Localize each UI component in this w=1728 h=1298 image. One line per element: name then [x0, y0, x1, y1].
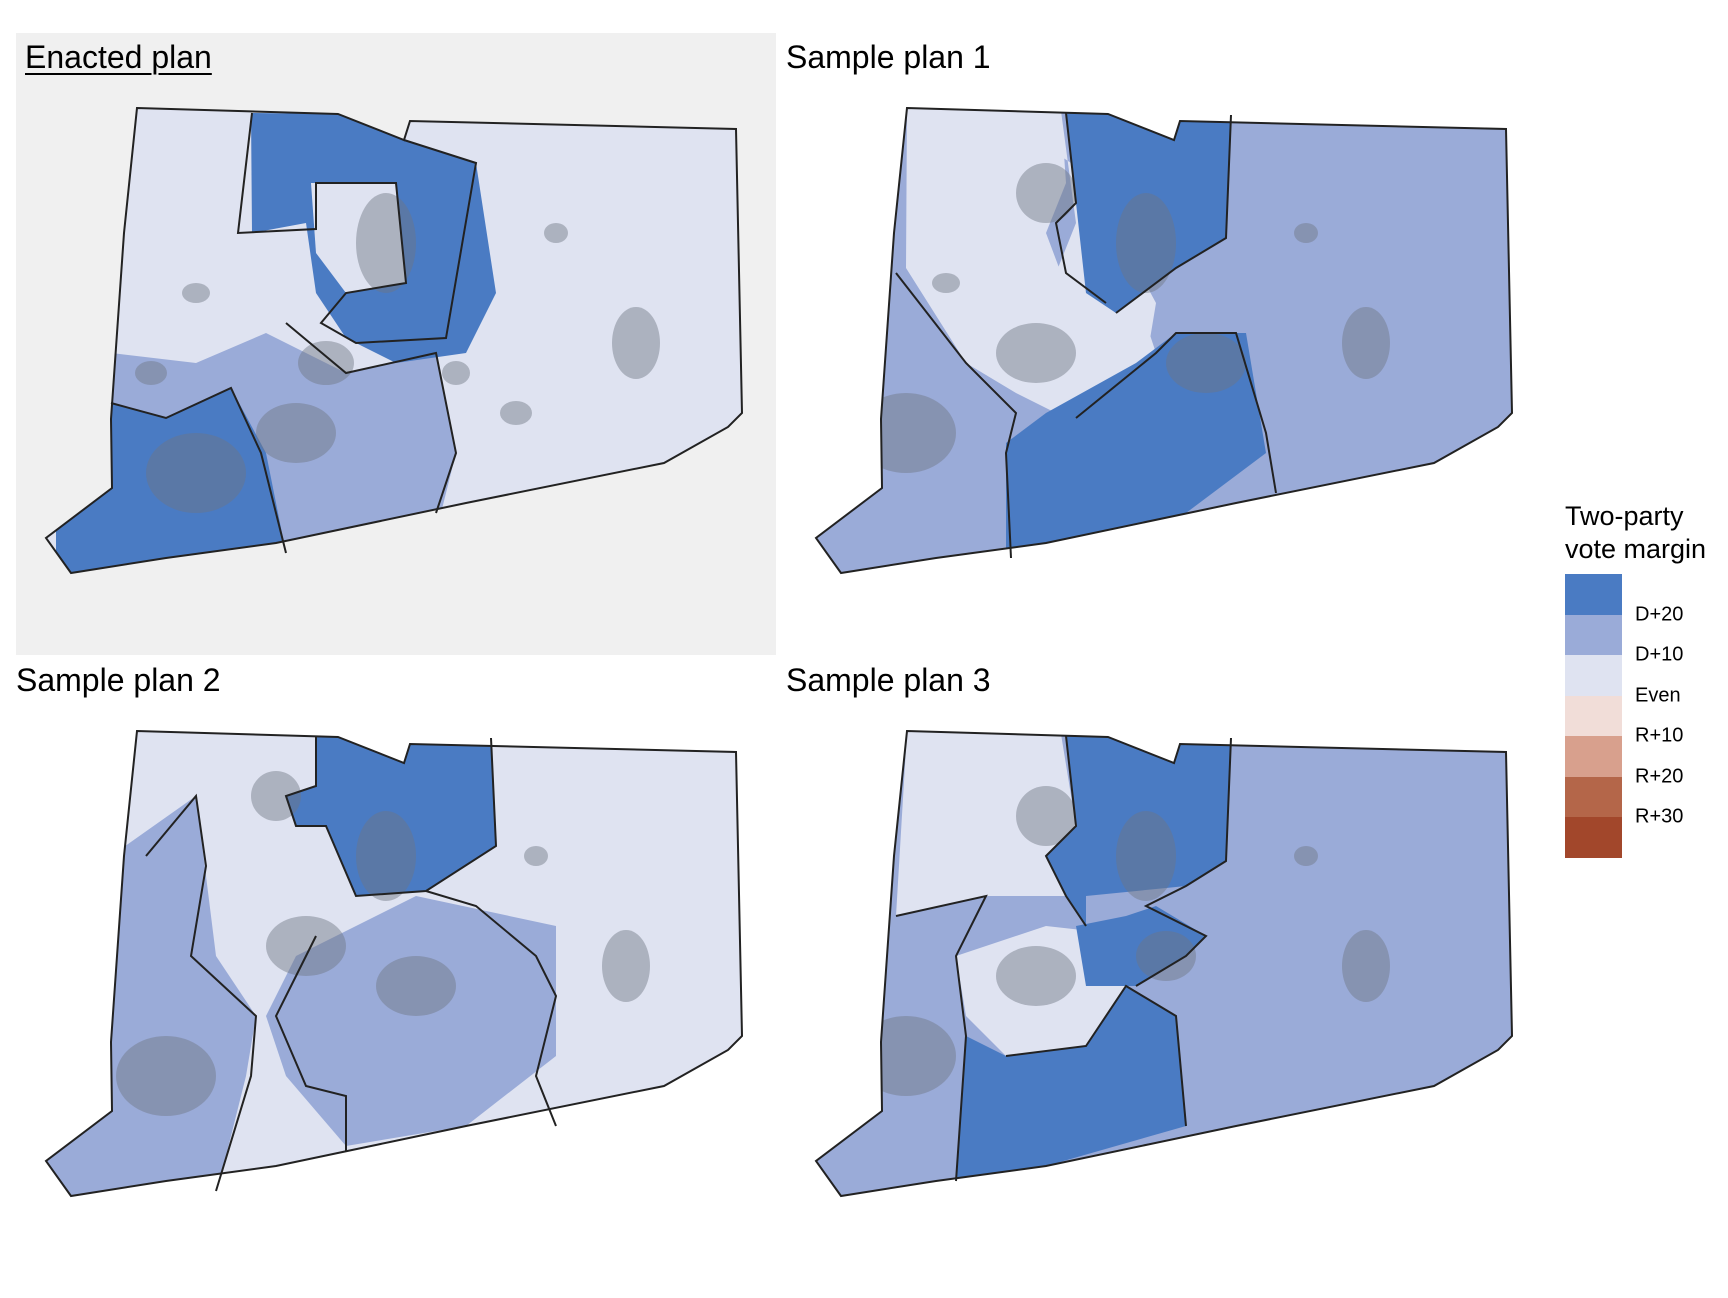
district-boundaries [895, 735, 1232, 1182]
district-strong-dem-north [1066, 113, 1231, 313]
district-boundaries [145, 736, 558, 1192]
district-boundaries [110, 112, 478, 554]
legend-label-even: Even [1635, 684, 1681, 706]
legend-swatch [1565, 736, 1622, 777]
urban-overlay [135, 193, 660, 513]
legend-color-bar: D+20 D+10 Even R+10 R+20 R+30 [1565, 574, 1683, 858]
legend-label-d10: D+10 [1635, 643, 1684, 666]
legend-swatch [1565, 614, 1622, 655]
urban-overlay [116, 771, 650, 1116]
legend-swatch [1565, 574, 1622, 615]
panel-title: Sample plan 1 [786, 39, 991, 75]
state-outline [44, 106, 744, 575]
map-sample-plan-1 [814, 106, 1514, 575]
panel-sample-plan-1: Sample plan 1 [786, 33, 1546, 655]
legend-label-r20: R+20 [1635, 765, 1684, 787]
panel-title: Sample plan 3 [786, 662, 991, 698]
legend-swatch [1565, 655, 1622, 696]
district-boundaries [895, 112, 1277, 559]
state-outline [814, 106, 1514, 575]
map-sample-plan-3 [814, 729, 1514, 1198]
map-enacted-plan [44, 106, 744, 575]
panel-title: Enacted plan [25, 39, 212, 75]
legend: Two-party vote margin D+20 D+10 Even R+1… [1565, 500, 1725, 858]
district-strong-dem-south [1006, 333, 1266, 553]
district-strong-dem-north [286, 736, 496, 896]
district-even-inner [311, 183, 406, 293]
legend-title-line1: Two-party [1565, 501, 1684, 531]
district-lean-dem-east [266, 896, 556, 1146]
district-even-northwest [896, 731, 1076, 916]
legend-swatch [1565, 817, 1622, 858]
panel-title: Sample plan 2 [16, 662, 221, 698]
panel-enacted-plan: Enacted plan [16, 33, 776, 655]
legend-title-line2: vote margin [1565, 534, 1707, 564]
legend-swatch [1565, 695, 1622, 736]
district-even-central [906, 108, 1156, 423]
district-strong-dem-south [956, 986, 1186, 1181]
state-outline [44, 729, 744, 1198]
legend-label-r30: R+30 [1635, 805, 1684, 828]
legend-label-r10: R+10 [1635, 724, 1684, 747]
district-strong-dem-middle [1076, 906, 1206, 986]
map-sample-plan-2 [44, 729, 744, 1198]
panel-sample-plan-2: Sample plan 2 [16, 656, 776, 1278]
state-outline [814, 729, 1514, 1198]
legend-label-d20: D+20 [1635, 603, 1684, 625]
legend-swatch [1565, 776, 1622, 817]
district-strong-dem-north [1046, 736, 1231, 926]
legend-title: Two-party vote margin [1565, 500, 1725, 566]
panel-sample-plan-3: Sample plan 3 [786, 656, 1546, 1278]
district-strong-dem-southwest [56, 388, 286, 573]
